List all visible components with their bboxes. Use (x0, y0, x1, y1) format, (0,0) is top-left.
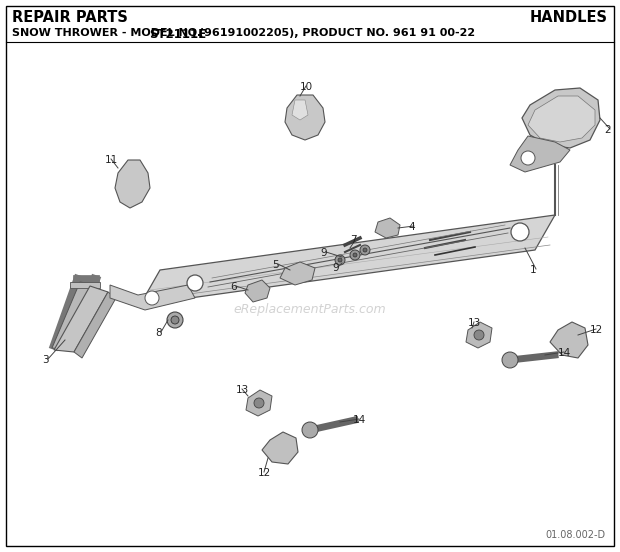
Text: 1: 1 (530, 265, 537, 275)
Circle shape (350, 250, 360, 260)
Polygon shape (285, 95, 325, 140)
Text: 7: 7 (350, 235, 356, 245)
Circle shape (511, 223, 529, 241)
Circle shape (302, 422, 318, 438)
Polygon shape (466, 322, 492, 348)
Polygon shape (375, 218, 400, 238)
Polygon shape (550, 322, 588, 358)
Text: 5: 5 (272, 260, 278, 270)
Text: SNOW THROWER - MODEL NO.: SNOW THROWER - MODEL NO. (12, 28, 205, 38)
Polygon shape (522, 88, 600, 148)
Text: 11: 11 (105, 155, 118, 165)
Polygon shape (245, 280, 270, 302)
Polygon shape (70, 282, 100, 288)
Text: REPAIR PARTS: REPAIR PARTS (12, 10, 128, 25)
Text: 8: 8 (155, 328, 162, 338)
Polygon shape (74, 292, 116, 358)
Circle shape (171, 316, 179, 324)
Text: eReplacementParts.com: eReplacementParts.com (234, 304, 386, 316)
Polygon shape (110, 285, 195, 310)
Polygon shape (115, 160, 150, 208)
Polygon shape (510, 136, 570, 172)
Circle shape (474, 330, 484, 340)
Text: 6: 6 (230, 282, 237, 292)
Text: 13: 13 (236, 385, 249, 395)
Text: 13: 13 (468, 318, 481, 328)
Text: 4: 4 (408, 222, 415, 232)
Polygon shape (140, 215, 555, 305)
Text: 12: 12 (258, 468, 272, 478)
Circle shape (502, 352, 518, 368)
Circle shape (254, 398, 264, 408)
Text: 12: 12 (590, 325, 603, 335)
Circle shape (360, 245, 370, 255)
Circle shape (338, 258, 342, 262)
Circle shape (167, 312, 183, 328)
Polygon shape (292, 100, 308, 120)
Text: 14: 14 (353, 415, 366, 425)
Polygon shape (54, 286, 108, 352)
Circle shape (187, 275, 203, 291)
Text: (96191002205), PRODUCT NO. 961 91 00-22: (96191002205), PRODUCT NO. 961 91 00-22 (195, 28, 475, 38)
Polygon shape (280, 262, 315, 285)
Polygon shape (246, 390, 272, 416)
Polygon shape (528, 96, 595, 142)
Text: HANDLES: HANDLES (530, 10, 608, 25)
Text: 2: 2 (604, 125, 611, 135)
Text: 01.08.002-D: 01.08.002-D (546, 530, 606, 540)
Circle shape (353, 253, 357, 257)
Text: 14: 14 (558, 348, 571, 358)
Circle shape (335, 255, 345, 265)
Text: 10: 10 (300, 82, 313, 92)
Text: ST2111E: ST2111E (149, 28, 206, 41)
Circle shape (521, 151, 535, 165)
Polygon shape (52, 282, 98, 350)
Text: 9: 9 (320, 248, 327, 258)
Polygon shape (262, 432, 298, 464)
Circle shape (363, 248, 367, 252)
Text: 9: 9 (332, 263, 339, 273)
Circle shape (145, 291, 159, 305)
Text: 3: 3 (42, 355, 48, 365)
